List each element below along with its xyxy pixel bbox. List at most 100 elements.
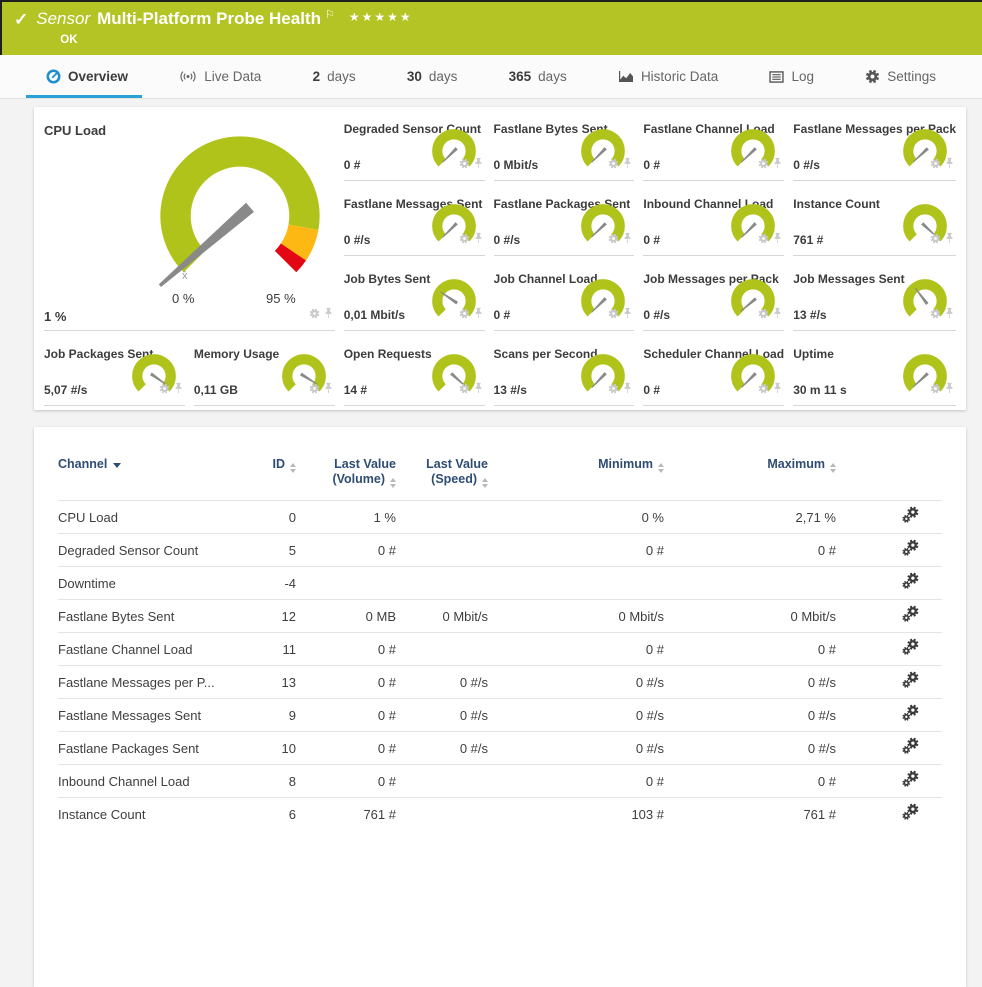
channel-last-value-volume: 0 # [296, 632, 396, 666]
channel-id: 6 [238, 797, 296, 831]
channel-name[interactable]: Fastlane Packages Sent [58, 731, 238, 765]
gear-icon[interactable] [930, 381, 941, 399]
priority-stars[interactable]: ★★★★★ [348, 10, 413, 24]
pin-icon[interactable] [773, 156, 782, 174]
channel-id: 12 [238, 599, 296, 633]
column-header-minimum[interactable]: Minimum [488, 449, 664, 501]
column-header-actions [836, 449, 942, 501]
gear-icon[interactable] [930, 156, 941, 174]
channel-minimum: 0 # [488, 632, 664, 666]
tab-2-days[interactable]: 2 days [309, 55, 360, 98]
channel-name[interactable]: Downtime [58, 566, 238, 600]
pin-icon[interactable] [324, 306, 333, 324]
tab-30-days[interactable]: 30 days [403, 55, 462, 98]
gear-icon[interactable] [159, 381, 170, 399]
pin-icon[interactable] [623, 306, 632, 324]
pin-icon[interactable] [623, 381, 632, 399]
pin-icon[interactable] [773, 381, 782, 399]
tile-corner-actions [930, 156, 954, 174]
tab-bar: Overview Live Data 2 days 30 days 365 days Histo… [0, 55, 982, 99]
channel-last-value-volume: 0 # [296, 731, 396, 765]
column-header-channel[interactable]: Channel [58, 449, 238, 501]
gear-icon[interactable] [608, 156, 619, 174]
channel-name[interactable]: Fastlane Messages Sent [58, 698, 238, 732]
pin-icon[interactable] [623, 231, 632, 249]
gear-icon[interactable] [309, 306, 320, 324]
pin-icon[interactable] [773, 306, 782, 324]
column-header-id[interactable]: ID [238, 449, 296, 501]
gear-icon[interactable] [758, 306, 769, 324]
channel-maximum: 0 #/s [664, 731, 836, 765]
pin-icon[interactable] [773, 231, 782, 249]
channel-name[interactable]: Fastlane Channel Load [58, 632, 238, 666]
channel-name[interactable]: Instance Count [58, 797, 238, 831]
pin-icon[interactable] [945, 306, 954, 324]
gear-icon[interactable] [930, 306, 941, 324]
channel-name[interactable]: CPU Load [58, 500, 238, 534]
pin-icon[interactable] [945, 231, 954, 249]
pin-icon[interactable] [945, 381, 954, 399]
gear-icon[interactable] [459, 231, 470, 249]
gauge-dial [726, 275, 780, 327]
gear-icon[interactable] [930, 231, 941, 249]
pin-icon[interactable] [474, 156, 483, 174]
pin-icon[interactable] [474, 381, 483, 399]
table-row-degraded-sensor-count: Degraded Sensor Count 5 0 #0 #0 # [58, 533, 942, 567]
channel-name[interactable]: Fastlane Messages per P... [58, 665, 238, 699]
channel-settings-icon[interactable] [901, 803, 920, 822]
pin-icon[interactable] [174, 381, 183, 399]
channel-settings-icon[interactable] [901, 671, 920, 690]
tile-corner-actions [309, 381, 333, 399]
gear-icon[interactable] [758, 381, 769, 399]
gear-icon[interactable] [758, 156, 769, 174]
gauge-value: 13 #/s [793, 308, 827, 322]
tab-365-days[interactable]: 365 days [505, 55, 571, 98]
channel-settings-icon[interactable] [901, 572, 920, 591]
gauge-value: 0 #/s [343, 233, 371, 247]
channel-name[interactable]: Degraded Sensor Count [58, 533, 238, 567]
channel-name[interactable]: Fastlane Bytes Sent [58, 599, 238, 633]
channel-id: 0 [238, 500, 296, 534]
gear-icon[interactable] [459, 306, 470, 324]
gear-icon[interactable] [608, 306, 619, 324]
gauge-title: Memory Usage [193, 347, 280, 361]
channel-settings-icon[interactable] [901, 605, 920, 624]
gear-icon[interactable] [309, 381, 320, 399]
channel-maximum: 0 # [664, 533, 836, 567]
tile-corner-actions [930, 306, 954, 324]
gear-icon[interactable] [608, 231, 619, 249]
channel-settings-icon[interactable] [901, 737, 920, 756]
gear-icon[interactable] [608, 381, 619, 399]
pin-icon[interactable] [474, 306, 483, 324]
tab-number: 30 [406, 69, 422, 84]
column-header-maximum[interactable]: Maximum [664, 449, 836, 501]
pin-icon[interactable] [324, 381, 333, 399]
channel-last-value-speed [396, 632, 488, 666]
tab-live-data[interactable]: Live Data [175, 55, 265, 98]
tile-corner-actions [758, 156, 782, 174]
tab-overview[interactable]: Overview [25, 55, 143, 98]
channel-settings-icon[interactable] [901, 770, 920, 789]
tab-settings[interactable]: Settings [861, 55, 940, 98]
channel-name[interactable]: Inbound Channel Load [58, 764, 238, 798]
gear-icon[interactable] [758, 231, 769, 249]
status-check-icon: ✓ [14, 10, 29, 29]
pin-icon[interactable] [474, 231, 483, 249]
channel-last-value-speed [396, 500, 488, 534]
tab-log[interactable]: Log [765, 55, 818, 98]
table-row-downtime: Downtime -4 [58, 566, 942, 600]
pin-icon[interactable] [945, 156, 954, 174]
channel-settings-icon[interactable] [901, 704, 920, 723]
channel-settings-icon[interactable] [901, 506, 920, 525]
gauge-tile-scheduler-channel-load: Scheduler Channel Load 0 # [643, 338, 785, 406]
gear-icon[interactable] [459, 156, 470, 174]
column-header-last-value-speed[interactable]: Last Value (Speed) [426, 457, 488, 488]
channel-settings-icon[interactable] [901, 539, 920, 558]
channel-settings-icon[interactable] [901, 638, 920, 657]
column-header-last-value-volume[interactable]: Last Value (Volume) [332, 457, 396, 488]
flag-icon[interactable]: ⚐ [324, 9, 335, 21]
tab-historic-data[interactable]: Historic Data [614, 55, 722, 98]
pin-icon[interactable] [623, 156, 632, 174]
tab-label: days [538, 69, 567, 84]
gear-icon[interactable] [459, 381, 470, 399]
